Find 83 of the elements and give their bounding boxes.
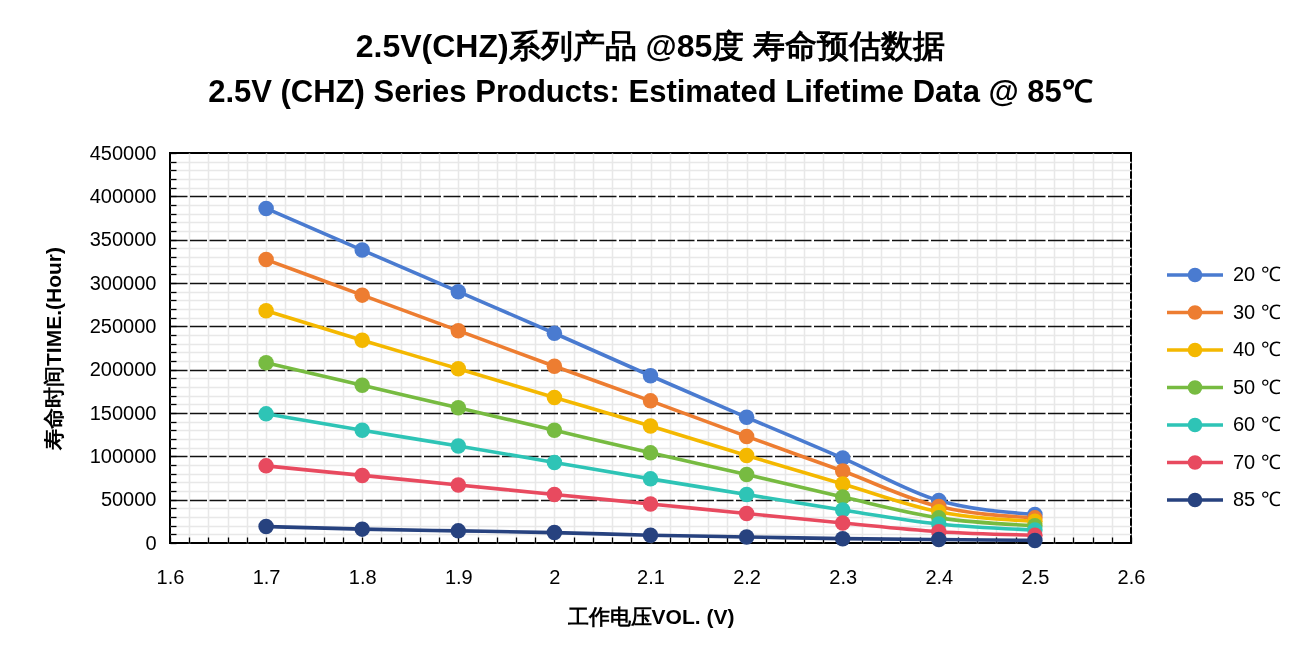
chart-title: 2.5V(CHZ)系列产品 @85度 寿命预估数据 <box>355 28 946 64</box>
point <box>546 325 563 341</box>
point <box>258 251 274 268</box>
point <box>834 489 851 505</box>
point <box>354 287 370 303</box>
point <box>834 450 851 466</box>
x-axis-title: 工作电压VOL. (V) <box>566 604 735 628</box>
point <box>354 332 370 348</box>
legend-label: 40 ℃ <box>1233 338 1281 360</box>
point <box>642 527 659 543</box>
point <box>642 418 659 434</box>
point <box>738 428 755 445</box>
y-tick-label: 50000 <box>100 488 157 511</box>
point <box>738 447 755 464</box>
point <box>642 471 659 487</box>
point <box>1027 532 1043 549</box>
y-tick-label: 150000 <box>89 401 157 424</box>
point <box>834 476 851 492</box>
point <box>834 463 851 479</box>
point <box>738 409 755 426</box>
point <box>354 467 370 484</box>
point <box>450 361 467 377</box>
x-tick-label: 2.1 <box>637 565 665 588</box>
point <box>450 477 467 493</box>
x-tick-label: 2.4 <box>925 565 954 588</box>
point <box>450 400 467 416</box>
y-tick-label: 0 <box>145 531 157 554</box>
point <box>258 200 274 217</box>
point <box>642 393 659 409</box>
point <box>258 406 274 422</box>
point <box>258 518 274 535</box>
point <box>546 454 563 471</box>
point <box>450 283 467 300</box>
point <box>738 466 755 483</box>
point <box>546 486 563 503</box>
point <box>642 496 659 512</box>
legend-label: 20 ℃ <box>1233 263 1281 285</box>
point <box>738 529 755 545</box>
point <box>546 524 563 541</box>
point <box>354 422 370 439</box>
y-tick-label: 300000 <box>89 271 157 294</box>
point <box>354 242 370 258</box>
legend-label: 60 ℃ <box>1233 413 1281 435</box>
point <box>834 530 851 547</box>
point <box>546 422 563 439</box>
y-tick-label: 200000 <box>89 358 157 381</box>
point <box>450 322 467 339</box>
point <box>354 521 370 537</box>
point <box>642 368 659 384</box>
x-tick-label: 2.6 <box>1117 565 1146 588</box>
point <box>738 505 755 522</box>
chart-subtitle: 2.5V (CHZ) Series Products: Estimated Lifetime Data @ 85℃ <box>208 74 1093 109</box>
legend-label: 85 ℃ <box>1233 488 1281 510</box>
point <box>834 515 851 531</box>
point <box>738 486 755 503</box>
point <box>258 458 274 474</box>
point <box>931 531 947 548</box>
point <box>642 445 659 461</box>
legend-label: 50 ℃ <box>1233 375 1281 398</box>
legend-label: 30 ℃ <box>1233 300 1281 323</box>
point <box>834 502 851 518</box>
x-tick-label: 1.6 <box>156 565 185 588</box>
point <box>354 377 370 393</box>
point <box>546 358 563 374</box>
y-axis-title: 寿命时间TIME.(Hour) <box>41 247 65 451</box>
y-tick-label: 450000 <box>89 141 157 164</box>
y-tick-label: 400000 <box>89 184 157 207</box>
point <box>258 303 274 319</box>
y-tick-label: 250000 <box>89 314 157 337</box>
x-tick-label: 1.7 <box>252 565 281 588</box>
point <box>546 389 563 406</box>
x-tick-label: 2 <box>549 565 561 588</box>
x-tick-label: 2.5 <box>1021 565 1050 588</box>
point <box>258 355 274 371</box>
y-tick-label: 100000 <box>89 444 157 467</box>
x-tick-label: 1.9 <box>444 565 473 588</box>
point <box>450 438 467 454</box>
y-tick-label: 350000 <box>89 228 157 251</box>
x-tick-label: 2.2 <box>733 565 762 588</box>
point <box>450 523 467 539</box>
legend-label: 70 ℃ <box>1233 450 1281 473</box>
x-tick-label: 1.8 <box>348 565 377 588</box>
x-tick-label: 2.3 <box>829 565 858 588</box>
